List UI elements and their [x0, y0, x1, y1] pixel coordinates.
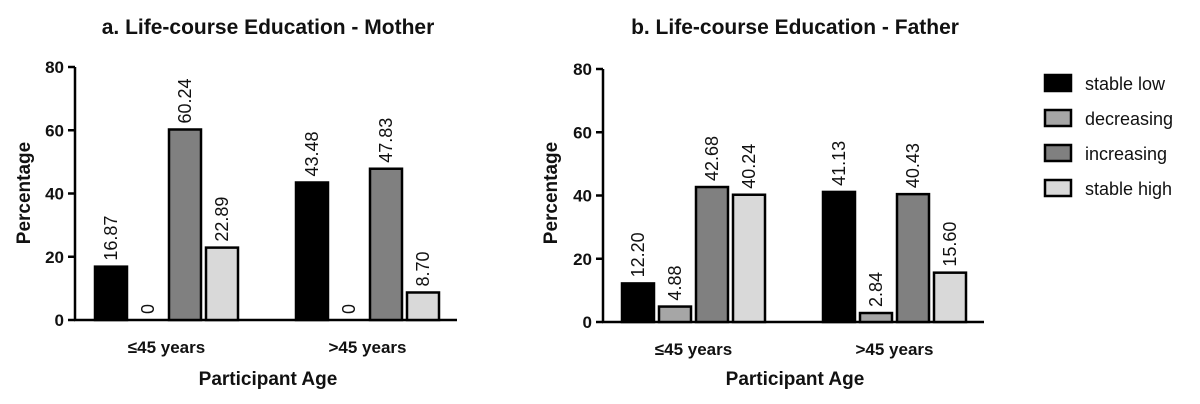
value-label-father-decreasing: 2.84: [866, 272, 886, 307]
legend-swatch-increasing: [1043, 143, 1073, 163]
value-label-mother-stable-low: 16.87: [101, 216, 121, 261]
bar-mother-stable-high: [405, 291, 441, 322]
y-tick-label-father: 80: [573, 60, 592, 79]
y-tick-label-father: 20: [573, 250, 592, 269]
bar-mother-stable-low: [294, 181, 330, 322]
value-label-father-stable-low: 41.13: [829, 141, 849, 186]
bar-father-stable-high: [932, 271, 968, 324]
x-tick-label-mother: ≤45 years: [128, 338, 205, 357]
bar-father-increasing: [895, 192, 931, 324]
value-label-mother-stable-low: 43.48: [302, 131, 322, 176]
value-label-mother-decreasing: 0: [339, 304, 359, 314]
value-label-mother-increasing: 47.83: [376, 118, 396, 163]
x-axis-label-father: Participant Age: [726, 369, 865, 390]
value-label-father-stable-high: 40.24: [739, 144, 759, 189]
x-tick-label-father: ≤45 years: [655, 340, 732, 359]
y-tick-label-father: 40: [573, 187, 592, 206]
y-tick-label-mother: 60: [45, 121, 64, 140]
x-tick-label-mother: >45 years: [329, 338, 407, 357]
y-tick-label-mother: 80: [45, 58, 64, 77]
y-axis-label-mother: Percentage: [14, 142, 35, 244]
legend-label-increasing: increasing: [1085, 144, 1167, 164]
legend-label-stable-high: stable high: [1085, 179, 1172, 199]
legend: stable low decreasing increasing stable …: [1043, 73, 1173, 199]
y-tick-label-father: 60: [573, 123, 592, 142]
value-label-father-increasing: 42.68: [702, 136, 722, 181]
x-axis-label-mother: Participant Age: [199, 369, 338, 390]
legend-swatch-stable-high: [1043, 178, 1073, 198]
legend-swatch-stable-low: [1043, 73, 1073, 93]
y-tick-label-mother: 0: [55, 311, 64, 330]
x-tick-label-father: >45 years: [856, 340, 934, 359]
value-label-mother-decreasing: 0: [138, 304, 158, 314]
bar-father-stable-low: [821, 190, 857, 324]
y-tick-label-father: 0: [583, 313, 592, 332]
bar-father-stable-high: [731, 193, 767, 324]
chart-title-mother: a. Life-course Education - Mother: [102, 16, 435, 39]
bar-father-decreasing: [657, 305, 693, 324]
bar-mother-increasing: [167, 128, 203, 322]
legend-label-stable-low: stable low: [1085, 74, 1166, 94]
value-label-father-increasing: 40.43: [903, 143, 923, 188]
y-tick-label-mother: 20: [45, 248, 64, 267]
y-tick-label-mother: 40: [45, 185, 64, 204]
bar-father-decreasing: [858, 311, 894, 324]
value-label-father-stable-low: 12.20: [628, 232, 648, 277]
bar-father-increasing: [694, 185, 730, 324]
chart-title-father: b. Life-course Education - Father: [631, 16, 959, 39]
bar-father-stable-low: [620, 282, 656, 324]
y-axis-label-father: Percentage: [541, 142, 562, 244]
legend-swatch-decreasing: [1043, 108, 1073, 128]
value-label-father-stable-high: 15.60: [940, 222, 960, 267]
chart-panel-father: b. Life-course Education - Father Percen…: [541, 16, 984, 390]
bar-mother-stable-low: [93, 265, 129, 322]
bar-mother-stable-high: [204, 246, 240, 322]
value-label-mother-increasing: 60.24: [175, 78, 195, 123]
value-label-mother-stable-high: 22.89: [212, 197, 232, 242]
bar-mother-increasing: [368, 167, 404, 322]
value-label-father-decreasing: 4.88: [665, 266, 685, 301]
chart-panel-mother: a. Life-course Education - Mother Percen…: [14, 16, 457, 390]
value-label-mother-stable-high: 8.70: [413, 251, 433, 286]
legend-label-decreasing: decreasing: [1085, 109, 1173, 129]
